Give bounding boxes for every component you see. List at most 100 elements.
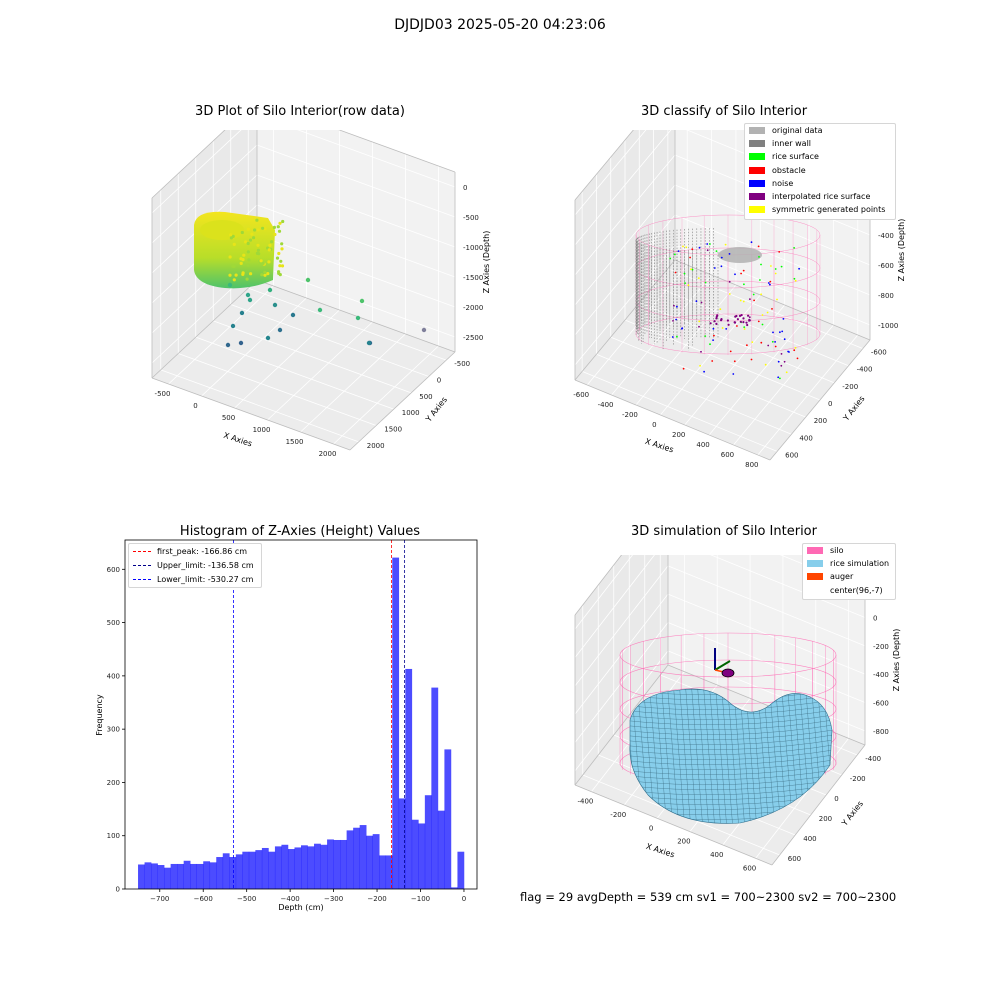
histogram-bar — [372, 834, 380, 889]
p2-y-tick-label: -600 — [871, 349, 887, 357]
p2-x-tick-label: 600 — [721, 451, 734, 459]
p4-mesh-line — [629, 773, 833, 785]
histogram-bar — [274, 846, 282, 889]
classify-legend-item: inner wall — [745, 137, 895, 150]
p2-classified-point — [713, 334, 715, 337]
p4-mesh-line — [629, 738, 833, 750]
p2-classified-point — [706, 249, 709, 252]
p1-scatter-point — [277, 251, 281, 256]
histogram-bar — [294, 847, 302, 889]
p1-z-tick-label: -1500 — [463, 274, 483, 282]
histogram-bar — [320, 844, 328, 889]
p1-scatter-point — [267, 260, 271, 264]
p2-grid-line — [674, 214, 871, 296]
p2-classified-point — [750, 358, 753, 361]
p4-grid-line — [667, 565, 866, 647]
raw-data-3d-plot: -500 0 500 1000 1500 2000 2000 1500 1000 500 0 -500… — [151, 130, 491, 458]
p1-scatter-point — [244, 240, 248, 244]
p2-x-tick-label: 0 — [652, 421, 656, 429]
p1-silo-top — [200, 220, 244, 240]
p1-grid-line — [256, 144, 456, 218]
p1-scatter-point — [227, 282, 233, 288]
p1-scatter-point — [359, 298, 365, 304]
p2-classified-point — [728, 280, 731, 283]
p1-x-tick-label: -500 — [155, 390, 171, 398]
p2-classified-point — [728, 253, 731, 255]
panel2-title: 3D classify of Silo Interior — [640, 104, 808, 119]
p2-classified-point — [777, 360, 780, 363]
p1-scatter-point — [253, 228, 257, 232]
p2-classified-point — [675, 318, 677, 321]
histogram-x-tick-label: 0 — [462, 895, 466, 903]
histogram-bar — [385, 855, 393, 889]
p4-x-tick-label: 400 — [710, 851, 723, 859]
legend-swatch — [749, 166, 765, 174]
p2-classified-point — [690, 268, 692, 271]
p2-classified-point — [780, 353, 783, 355]
simulation-legend-item: auger — [803, 570, 895, 583]
p4-mesh-line — [629, 758, 833, 770]
histogram-bar — [392, 557, 400, 889]
p2-classified-point — [743, 326, 746, 328]
histogram-bar — [333, 839, 341, 889]
p1-scatter-point — [240, 230, 244, 235]
p4-mesh-line — [629, 733, 833, 745]
p4-z-tick-label: -200 — [873, 643, 889, 651]
p1-scatter-point — [272, 302, 278, 308]
p2-y-tick-label: -400 — [857, 366, 873, 374]
histogram-bar — [437, 810, 445, 889]
p1-scatter-point — [242, 262, 246, 266]
histogram-bar — [398, 798, 406, 889]
histogram-bar — [314, 843, 321, 889]
p2-classified-point — [772, 331, 774, 334]
p2-interpolated-point — [726, 319, 729, 322]
p1-grid-line — [160, 369, 359, 443]
histogram-bar — [209, 862, 217, 889]
p4-y-tick-label: -400 — [865, 755, 881, 763]
p2-z-tick-label: -800 — [878, 292, 894, 300]
p2-classified-point — [698, 320, 701, 323]
p2-classified-point — [704, 335, 707, 337]
legend-label: Upper_limit: -136.58 cm — [157, 560, 254, 570]
p2-x-tick-label: -200 — [622, 411, 638, 419]
p2-classified-point — [691, 268, 694, 271]
p2-classified-point — [698, 246, 701, 249]
p2-classified-point — [728, 293, 731, 295]
histogram-bar — [418, 823, 426, 889]
p2-interpolated-point — [745, 321, 748, 324]
p1-grid-line — [151, 130, 242, 214]
p2-classified-point — [798, 267, 800, 270]
p2-grid-line — [574, 130, 672, 246]
status-footer: flag = 29 avgDepth = 539 cm sv1 = 700~23… — [520, 890, 897, 904]
legend-label: symmetric generated points — [772, 205, 886, 215]
p1-scatter-point — [272, 225, 276, 229]
histogram-bar — [327, 839, 334, 889]
p4-auger-axis-y — [714, 660, 731, 671]
histogram-x-tick-label: −400 — [281, 895, 300, 903]
p2-z-tick-label: -1000 — [878, 322, 898, 330]
histogram-legend-item: Upper_limit: -136.58 cm — [129, 558, 261, 572]
histogram-legend-item: first_peak: -166.86 cm — [129, 544, 261, 558]
p4-mesh-line — [629, 698, 833, 710]
p2-grid-line — [624, 319, 821, 401]
p2-classified-point — [774, 341, 776, 343]
p2-classified-point — [759, 279, 761, 281]
p1-grid-line — [178, 353, 377, 426]
p2-classified-point — [780, 265, 783, 268]
p2-y-tick-label: -200 — [842, 383, 858, 391]
classify-legend-item: original data — [745, 124, 895, 137]
p2-grid-line — [639, 302, 835, 384]
p1-scatter-point — [232, 242, 236, 246]
p1-grid-line — [256, 204, 456, 278]
p1-scatter-point — [257, 252, 261, 256]
p1-grid-line — [248, 287, 447, 361]
p4-y-tick-label: -200 — [850, 775, 866, 783]
p2-classified-point — [751, 341, 754, 343]
legend-label: noise — [772, 178, 794, 188]
classify-legend-item: noise — [745, 177, 895, 190]
panel1-title: 3D Plot of Silo Interior(row data) — [195, 104, 405, 119]
histogram-bar — [359, 825, 367, 889]
classify-legend-item: obstacle — [745, 164, 895, 177]
p2-classified-point — [687, 284, 690, 287]
p2-axes-box — [574, 130, 871, 461]
